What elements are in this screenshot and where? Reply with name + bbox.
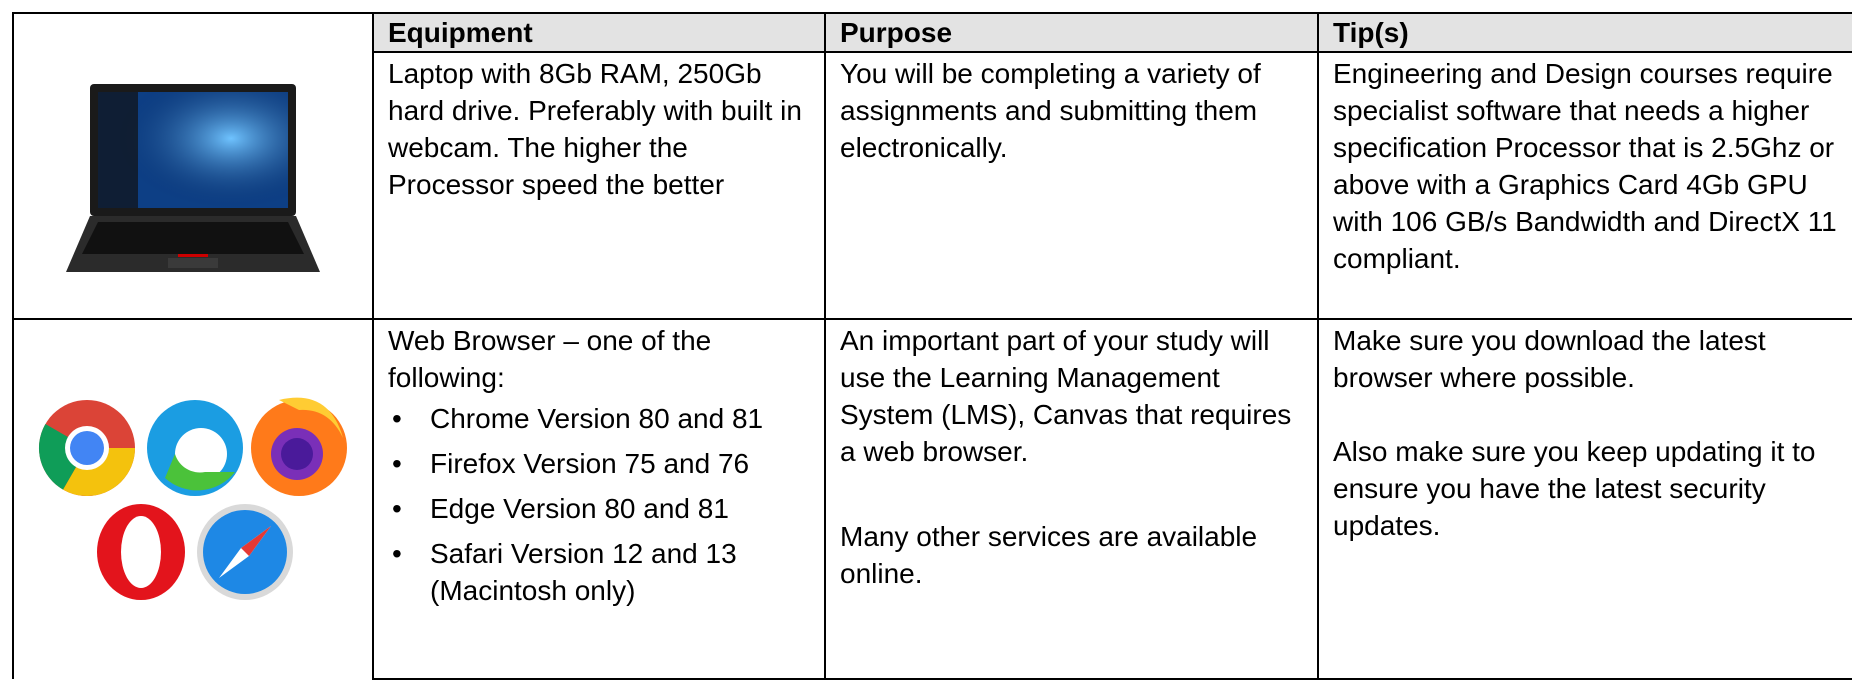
tips-cell: Engineering and Design courses require s… <box>1317 51 1852 320</box>
header-cell: Equipment <box>372 12 826 53</box>
laptop-image <box>66 83 320 272</box>
browser-icons <box>38 397 347 600</box>
row: Laptop with 8Gb RAM, 250Gb hard drive. P… <box>12 51 1852 320</box>
list-item: Chrome Version 80 and 81 <box>388 400 810 437</box>
cell-text: Engineering and Design courses require s… <box>1333 58 1837 274</box>
cell-text: Also make sure you keep updating it to e… <box>1333 436 1816 541</box>
page: Equipment Purpose Tip(s) Laptop with 8Gb… <box>0 0 1852 654</box>
cell-text: You will be completing a variety of assi… <box>840 58 1261 163</box>
browser-list: Chrome Version 80 and 81 Firefox Version… <box>388 400 810 609</box>
tips-cell: Make sure you download the latest browse… <box>1317 318 1852 680</box>
image-cell <box>12 319 374 679</box>
purpose-cell: An important part of your study will use… <box>824 318 1319 680</box>
equipment-table: Equipment Purpose Tip(s) Laptop with 8Gb… <box>12 12 1852 680</box>
header-cell: Purpose <box>824 12 1319 53</box>
cell-text: Laptop with 8Gb RAM, 250Gb hard drive. P… <box>388 58 802 200</box>
equipment-cell: Web Browser – one of the following: Chro… <box>372 318 826 680</box>
image-cell <box>12 52 374 320</box>
cell-text: An important part of your study will use… <box>840 325 1292 467</box>
list-item: Safari Version 12 and 13 (Macintosh only… <box>388 535 810 609</box>
header-cell: Tip(s) <box>1317 12 1852 53</box>
header-row: Equipment Purpose Tip(s) <box>12 12 1852 53</box>
cell-text: Web Browser – one of the following: <box>388 325 712 393</box>
equipment-cell: Laptop with 8Gb RAM, 250Gb hard drive. P… <box>372 51 826 320</box>
purpose-cell: You will be completing a variety of assi… <box>824 51 1319 320</box>
blank-header <box>12 12 374 52</box>
list-item: Firefox Version 75 and 76 <box>388 445 810 482</box>
cell-text: Make sure you download the latest browse… <box>1333 325 1766 393</box>
list-item: Edge Version 80 and 81 <box>388 490 810 527</box>
cell-text: Many other services are available online… <box>840 521 1258 589</box>
row: Web Browser – one of the following: Chro… <box>12 318 1852 680</box>
